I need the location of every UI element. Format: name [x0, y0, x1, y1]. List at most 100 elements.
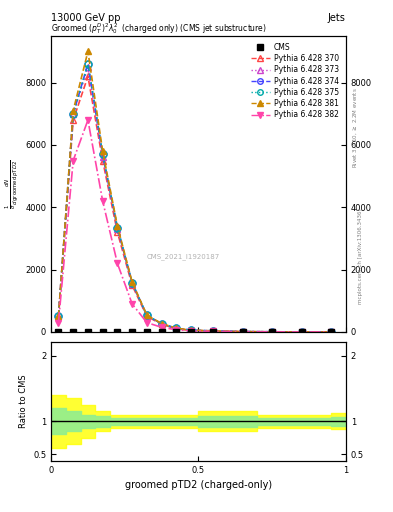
- Pythia 6.428 375: [270, 329, 275, 335]
- Line: Pythia 6.428 373: Pythia 6.428 373: [55, 63, 334, 335]
- Pythia 6.428 373: [145, 313, 149, 319]
- X-axis label: groomed pTD2 (charged-only): groomed pTD2 (charged-only): [125, 480, 272, 490]
- CMS: [329, 329, 333, 335]
- Line: CMS: CMS: [56, 329, 334, 335]
- Pythia 6.428 370: [299, 329, 304, 335]
- Pythia 6.428 373: [86, 64, 90, 70]
- Pythia 6.428 370: [174, 326, 179, 332]
- Pythia 6.428 370: [115, 229, 120, 236]
- Pythia 6.428 373: [241, 329, 245, 335]
- Pythia 6.428 375: [86, 61, 90, 67]
- Pythia 6.428 373: [130, 281, 134, 287]
- Pythia 6.428 382: [145, 319, 149, 326]
- Text: mcplots.cern.ch [arXiv:1306.3436]: mcplots.cern.ch [arXiv:1306.3436]: [358, 208, 363, 304]
- CMS: [241, 329, 245, 335]
- Pythia 6.428 374: [211, 328, 216, 334]
- Y-axis label: $\frac{1}{\sigma} \frac{d N}{d\,\mathrm{groomed}\,pTD2}$: $\frac{1}{\sigma} \frac{d N}{d\,\mathrm{…: [3, 159, 20, 209]
- Line: Pythia 6.428 381: Pythia 6.428 381: [55, 48, 334, 335]
- Pythia 6.428 382: [211, 328, 216, 334]
- Pythia 6.428 382: [56, 319, 61, 326]
- Pythia 6.428 375: [241, 329, 245, 335]
- Pythia 6.428 373: [174, 326, 179, 332]
- Text: CMS_2021_I1920187: CMS_2021_I1920187: [147, 253, 220, 260]
- Pythia 6.428 382: [270, 329, 275, 335]
- Pythia 6.428 370: [130, 282, 134, 288]
- Pythia 6.428 370: [159, 321, 164, 327]
- Pythia 6.428 382: [329, 329, 333, 335]
- Pythia 6.428 373: [71, 111, 75, 117]
- Pythia 6.428 381: [115, 223, 120, 229]
- Pythia 6.428 375: [159, 321, 164, 327]
- Pythia 6.428 373: [299, 329, 304, 335]
- Pythia 6.428 373: [211, 328, 216, 334]
- Pythia 6.428 381: [86, 48, 90, 54]
- Pythia 6.428 373: [329, 329, 333, 335]
- Pythia 6.428 373: [270, 329, 275, 335]
- Pythia 6.428 374: [270, 329, 275, 335]
- Pythia 6.428 374: [189, 327, 193, 333]
- CMS: [56, 329, 61, 335]
- Pythia 6.428 373: [189, 327, 193, 333]
- CMS: [145, 329, 149, 335]
- Pythia 6.428 370: [145, 313, 149, 319]
- Pythia 6.428 382: [130, 301, 134, 307]
- Pythia 6.428 374: [130, 280, 134, 286]
- Pythia 6.428 382: [159, 324, 164, 330]
- Pythia 6.428 374: [241, 329, 245, 335]
- Pythia 6.428 382: [100, 198, 105, 204]
- Pythia 6.428 374: [115, 224, 120, 230]
- Pythia 6.428 370: [56, 313, 61, 319]
- Pythia 6.428 374: [145, 312, 149, 318]
- Pythia 6.428 382: [299, 329, 304, 335]
- CMS: [174, 329, 179, 335]
- Pythia 6.428 374: [329, 329, 333, 335]
- Pythia 6.428 381: [130, 279, 134, 285]
- Pythia 6.428 381: [241, 329, 245, 335]
- Pythia 6.428 382: [174, 327, 179, 333]
- Pythia 6.428 382: [115, 260, 120, 266]
- CMS: [100, 329, 105, 335]
- Pythia 6.428 373: [159, 321, 164, 327]
- Pythia 6.428 381: [100, 148, 105, 154]
- Pythia 6.428 375: [174, 325, 179, 331]
- Pythia 6.428 375: [130, 280, 134, 286]
- Line: Pythia 6.428 382: Pythia 6.428 382: [55, 117, 334, 335]
- Pythia 6.428 381: [211, 328, 216, 334]
- CMS: [270, 329, 275, 335]
- Pythia 6.428 375: [329, 329, 333, 335]
- Text: Groomed $(p_T^D)^2 \lambda_0^2$  (charged only) (CMS jet substructure): Groomed $(p_T^D)^2 \lambda_0^2$ (charged…: [51, 21, 267, 36]
- Pythia 6.428 382: [189, 328, 193, 334]
- CMS: [130, 329, 134, 335]
- Text: Rivet 3.1.10, $\geq$ 2.2M events: Rivet 3.1.10, $\geq$ 2.2M events: [352, 88, 359, 168]
- CMS: [211, 329, 216, 335]
- Pythia 6.428 375: [211, 328, 216, 334]
- Pythia 6.428 370: [241, 329, 245, 335]
- Pythia 6.428 375: [115, 224, 120, 230]
- Pythia 6.428 375: [299, 329, 304, 335]
- Pythia 6.428 375: [189, 327, 193, 333]
- Pythia 6.428 370: [211, 328, 216, 334]
- Pythia 6.428 381: [189, 327, 193, 333]
- Pythia 6.428 373: [56, 313, 61, 319]
- CMS: [159, 329, 164, 335]
- Text: Jets: Jets: [328, 13, 346, 23]
- Pythia 6.428 374: [56, 313, 61, 319]
- CMS: [299, 329, 304, 335]
- Text: 13000 GeV pp: 13000 GeV pp: [51, 13, 121, 23]
- Pythia 6.428 373: [115, 226, 120, 232]
- Pythia 6.428 374: [174, 325, 179, 331]
- Pythia 6.428 370: [100, 158, 105, 164]
- Pythia 6.428 381: [159, 321, 164, 327]
- Pythia 6.428 373: [100, 154, 105, 160]
- Pythia 6.428 374: [299, 329, 304, 335]
- Pythia 6.428 370: [189, 327, 193, 333]
- Pythia 6.428 374: [86, 61, 90, 67]
- Pythia 6.428 370: [71, 117, 75, 123]
- Pythia 6.428 381: [56, 313, 61, 319]
- Pythia 6.428 374: [71, 111, 75, 117]
- Pythia 6.428 375: [71, 111, 75, 117]
- CMS: [71, 329, 75, 335]
- Pythia 6.428 382: [241, 329, 245, 335]
- Pythia 6.428 375: [100, 151, 105, 157]
- Pythia 6.428 382: [71, 158, 75, 164]
